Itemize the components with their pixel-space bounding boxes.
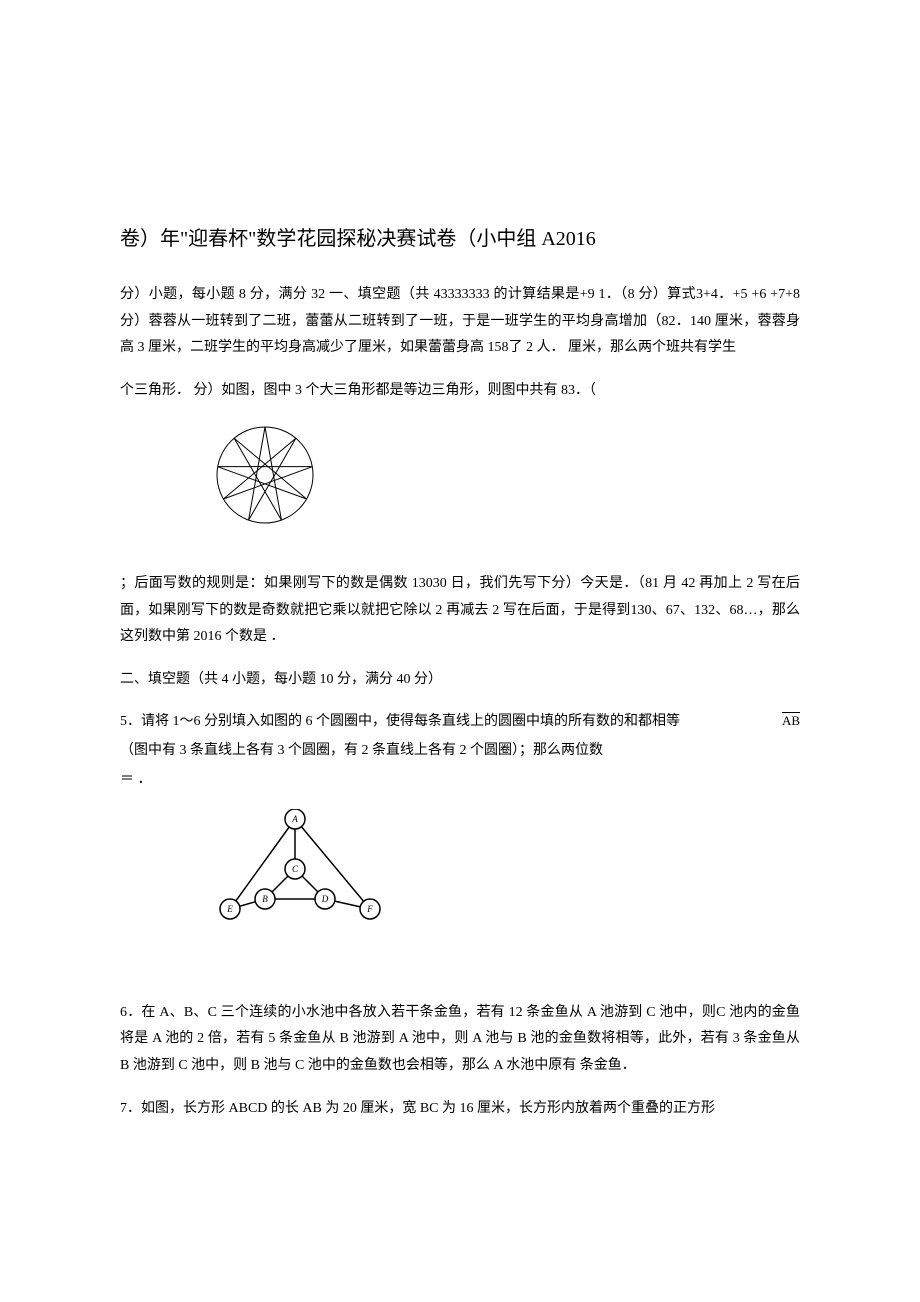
graph-figure: A C B D E F (210, 809, 800, 940)
svg-text:D: D (321, 894, 329, 904)
problem-5-line1: 5．请将 1～6 分别填入如图的 6 个圆圈中，使得每条直线上的圆圈中填的所有数… (120, 709, 800, 736)
problem-7-text: 7．如图，长方形 ABCD 的长 AB 为 20 厘米，宽 BC 为 16 厘米… (120, 1096, 800, 1123)
problem-5-line2: （图中有 3 条直线上各有 3 个圆圈，有 2 条直线上各有 2 个圆圈）；那么… (120, 738, 800, 765)
svg-text:F: F (366, 904, 373, 914)
problem-1-2-text: 分）小题，每小题 8 分，满分 32 一、填空题（共 43333333 的计算结… (120, 282, 800, 362)
nonagon-star-icon (210, 420, 320, 530)
svg-text:E: E (226, 904, 233, 914)
problem-5-line3: ＝ ． (120, 767, 800, 794)
problem-6-text: 6．在 A、B、C 三个连续的小水池中各放入若干条金鱼，若有 12 条金鱼从 A… (120, 1000, 800, 1080)
star-figure (210, 420, 800, 541)
circle-graph-icon: A C B D E F (210, 809, 395, 929)
section-2-header: 二、填空题（共 4 小题，每小题 10 分，满分 40 分） (120, 667, 800, 694)
svg-text:B: B (262, 894, 268, 904)
svg-text:A: A (291, 814, 298, 824)
page-title: 卷）年"迎春杯"数学花园探秘决赛试卷（小中组 A2016 (120, 220, 800, 258)
problem-3-text: 个三角形． 分）如图，图中 3 个大三角形都是等边三角形，则图中共有 83．（ (120, 378, 800, 405)
problem-4-text: ；后面写数的规则是：如果刚写下的数是偶数 13030 日，我们先写下分）今天是．… (120, 571, 800, 651)
svg-text:C: C (292, 864, 299, 874)
ab-overline-notation: AB (782, 709, 800, 734)
